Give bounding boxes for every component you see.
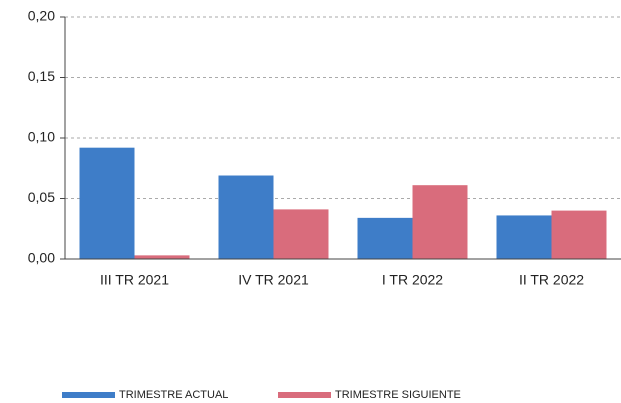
bar [134,255,190,259]
y-tick-label: 0,20 [28,8,55,24]
bar [218,175,274,259]
x-tick-label: II TR 2022 [519,272,584,288]
y-tick-label: 0,10 [28,129,55,145]
x-tick-label: III TR 2021 [100,272,169,288]
bar [551,210,607,259]
y-tick-label: 0,05 [28,189,55,205]
x-tick-label: IV TR 2021 [238,272,309,288]
bar [496,215,552,259]
legend-label: TRIMESTRE SIGUIENTE [335,389,461,401]
bar [357,217,413,259]
bar [79,147,135,259]
y-tick-label: 0,00 [28,250,55,266]
bar [273,209,329,259]
legend-swatch [62,392,115,398]
legend-swatch [278,392,331,398]
bar [412,185,468,259]
y-tick-label: 0,15 [28,68,55,84]
legend-label: TRIMESTRE ACTUAL [119,389,228,401]
x-tick-label: I TR 2022 [382,272,443,288]
